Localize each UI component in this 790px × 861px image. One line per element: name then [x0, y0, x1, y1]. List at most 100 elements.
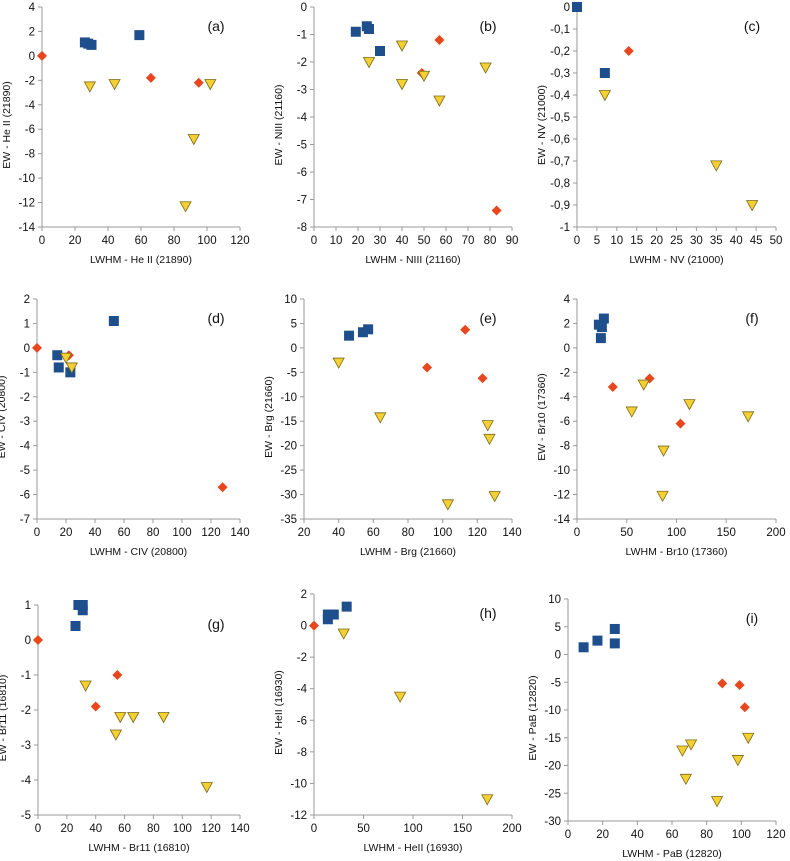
y-tick-label: -4	[560, 392, 571, 404]
x-tick-label: 80	[402, 527, 415, 539]
y-tick-label: -6	[297, 167, 307, 179]
x-tick-label: 0	[311, 823, 317, 835]
diamond-point	[623, 46, 634, 56]
panel-label: (h)	[479, 605, 496, 621]
y-tick-label: -2	[297, 57, 307, 69]
x-tick-label: 0	[35, 823, 41, 835]
x-tick-label: 35	[710, 235, 723, 247]
x-axis-label: LWHM - HeII (16930)	[364, 842, 463, 854]
y-axis-label: EW - NIII (21160)	[273, 85, 285, 166]
x-tick-label: 10	[610, 235, 623, 247]
diamond-point	[739, 702, 750, 713]
chart-panel-d: 0 20 40 60 80 100 120 140 2 1 0 -1 -2 -3 -4 -5 -6 -7 LWHM …	[0, 294, 250, 558]
diamond-point	[434, 35, 445, 45]
square-point	[344, 330, 355, 341]
y-tick-label: -0,7	[550, 156, 570, 168]
x-tick-label: 40	[730, 235, 743, 247]
y-tick-label: 5	[555, 622, 561, 634]
diamond-point	[491, 205, 502, 216]
square-point	[595, 333, 606, 344]
x-axis-label: LWHM - PaB (12820)	[622, 848, 722, 860]
diamond-point	[33, 635, 43, 645]
x-tick-label: 60	[440, 235, 453, 247]
y-tick-label: -15	[544, 733, 561, 745]
x-tick-label: 0	[574, 527, 580, 539]
x-tick-label: 120	[230, 235, 249, 247]
x-axis-label: LWHM - Brg (21660)	[360, 546, 456, 558]
x-tick-label: 100	[732, 829, 751, 841]
square-point	[65, 367, 76, 378]
square-point	[86, 39, 97, 50]
y-tick-label: -10	[544, 705, 561, 717]
panel-label: (i)	[746, 610, 758, 626]
y-tick-label: 2	[301, 589, 307, 601]
triangle-point	[479, 62, 492, 74]
x-tick-label: 20	[298, 527, 311, 539]
y-tick-label: -4	[297, 684, 308, 696]
y-tick-label: -5	[21, 810, 31, 822]
y-tick-label: -14	[553, 514, 570, 526]
x-tick-label: 20	[69, 235, 82, 247]
y-tick-label: -5	[551, 677, 561, 689]
x-tick-label: 200	[502, 823, 521, 835]
x-tick-label: 20	[596, 829, 609, 841]
chart-panel-b: 0 10 20 30 40 50 60 70 80 90 0 -1 -2 -3 -4 -5 -6 -7 -8 LWHM…	[273, 2, 518, 266]
triangle-point	[741, 411, 755, 423]
x-tick-label: 20	[650, 235, 663, 247]
square-point	[77, 605, 88, 616]
x-tick-label: 80	[484, 235, 497, 247]
diamond-point	[193, 77, 204, 88]
square-point	[53, 362, 64, 373]
triangle-point	[108, 79, 121, 91]
square-point	[375, 46, 385, 56]
triangle-point	[684, 739, 698, 751]
y-tick-label: -1	[297, 30, 307, 42]
y-tick-label: -25	[544, 788, 561, 800]
x-tick-label: 40	[396, 235, 409, 247]
y-tick-label: -4	[21, 775, 32, 787]
x-tick-label: 100	[667, 527, 686, 539]
triangle-point	[481, 794, 494, 806]
triangle-point	[625, 406, 638, 418]
triangle-point	[481, 420, 494, 432]
x-tick-label: 90	[506, 235, 519, 247]
diamond-point	[37, 50, 47, 61]
chart-panel-h: 0 50 100 150 200 2 0 -2 -4 -6 -8 -10 -12 LWHM - HeII …	[273, 589, 522, 854]
x-tick-label: 50	[620, 527, 633, 539]
y-tick-label: -2	[21, 705, 31, 717]
y-tick-label: -7	[20, 514, 30, 526]
y-tick-label: -10	[290, 778, 307, 790]
y-tick-label: 0	[291, 343, 297, 355]
y-tick-label: -20	[280, 441, 297, 453]
panel-label: (c)	[744, 18, 760, 34]
y-tick-label: -8	[25, 149, 35, 161]
square-point	[108, 316, 119, 326]
triangle-point	[433, 95, 446, 107]
diamond-point	[460, 324, 471, 335]
triangle-point	[374, 412, 387, 424]
square-point	[350, 26, 361, 37]
y-tick-label: 4	[564, 294, 571, 306]
x-tick-label: 100	[172, 527, 191, 539]
diamond-point	[145, 72, 156, 83]
x-tick-label: 40	[332, 527, 345, 539]
panel-label: (d)	[207, 310, 224, 326]
y-tick-label: -0,9	[550, 200, 570, 212]
x-tick-label: 50	[418, 235, 431, 247]
x-tick-label: 140	[502, 527, 521, 539]
y-tick-label: -4	[297, 112, 308, 124]
y-tick-label: -3	[21, 740, 31, 752]
x-tick-label: 60	[135, 235, 148, 247]
square-point	[609, 638, 620, 649]
y-tick-label: -0,4	[550, 90, 570, 102]
diamond-point	[90, 701, 101, 712]
y-tick-label: -1	[20, 367, 30, 379]
y-tick-label: -6	[560, 416, 570, 428]
triangle-point	[337, 628, 350, 640]
y-tick-label: -2	[25, 75, 35, 87]
y-tick-label: -4	[20, 441, 31, 453]
y-axis-label: EW - Br10 (17360)	[536, 373, 548, 461]
x-tick-label: 80	[147, 823, 160, 835]
y-tick-label: 0	[301, 621, 307, 633]
